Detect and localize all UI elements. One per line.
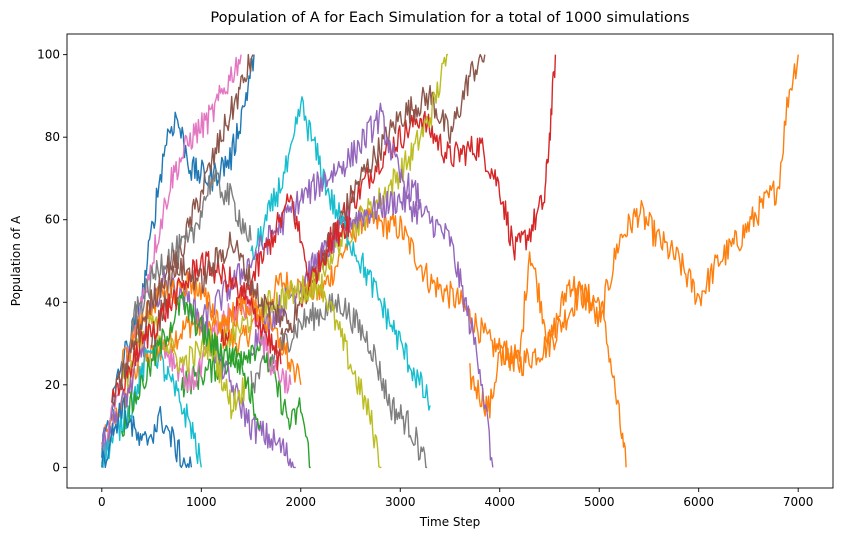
series-line-20 <box>101 396 193 469</box>
series-line-24 <box>111 231 292 407</box>
series-line-7 <box>220 272 382 469</box>
x-tick-label: 0 <box>98 495 106 509</box>
y-axis: 0 20 40 60 80 100 <box>37 48 67 474</box>
y-tick-label: 60 <box>45 213 60 227</box>
series-line-1 <box>469 54 799 419</box>
series-line-0 <box>101 205 627 468</box>
x-tick-label: 1000 <box>186 495 217 509</box>
chart-title: Population of A for Each Simulation for … <box>210 10 689 26</box>
y-tick-label: 80 <box>45 130 60 144</box>
series-line-22 <box>131 168 252 333</box>
x-axis-label: Time Step <box>419 515 481 529</box>
plot-frame <box>66 33 834 489</box>
series-line-23 <box>111 250 282 403</box>
y-tick-label: 100 <box>37 48 60 62</box>
series-line-21 <box>121 270 302 385</box>
x-tick-label: 7000 <box>783 495 814 509</box>
series-line-19 <box>121 291 262 437</box>
x-tick-label: 4000 <box>484 495 515 509</box>
x-tick-label: 6000 <box>683 495 714 509</box>
y-tick-label: 20 <box>45 378 60 392</box>
y-axis-label: Population of A <box>9 215 23 306</box>
series-line-11 <box>101 268 296 469</box>
y-tick-label: 40 <box>45 295 60 309</box>
x-axis: 0 1000 2000 3000 4000 5000 6000 7000 <box>98 488 813 509</box>
series-line-5 <box>250 186 494 468</box>
x-tick-label: 2000 <box>286 495 317 509</box>
y-tick-label: 0 <box>52 460 60 474</box>
plot-area <box>101 53 799 469</box>
series-line-8 <box>180 333 311 469</box>
series-line-14 <box>250 96 431 411</box>
series-line-2 <box>300 54 557 308</box>
x-tick-label: 5000 <box>584 495 615 509</box>
x-tick-label: 3000 <box>385 495 416 509</box>
series-line-15 <box>200 102 421 330</box>
